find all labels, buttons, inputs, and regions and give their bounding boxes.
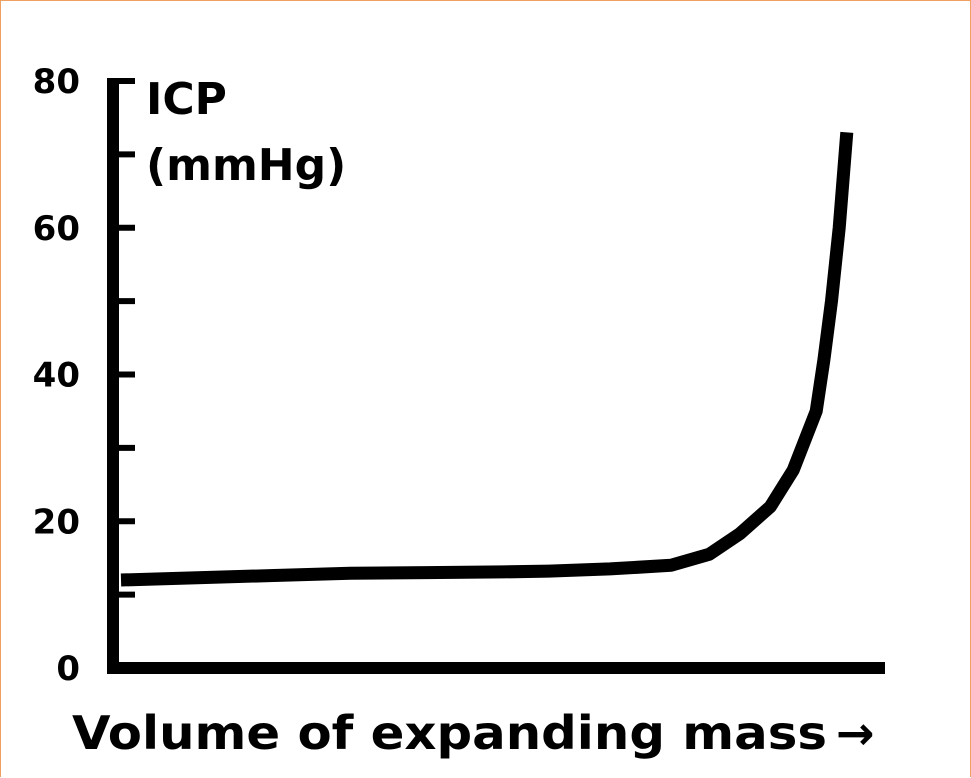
y-ticks [113,78,135,598]
y-tick-label: 20 [33,502,80,542]
y-tick-label: 80 [33,62,80,102]
y-tick-label: 40 [33,356,80,396]
x-axis-label: Volume of expanding mass [72,706,827,760]
y-tick-label: 60 [33,209,80,249]
x-axis-arrow: → [836,706,875,760]
y-tick-label: 0 [56,649,80,689]
y-axis-label-line1: ICP [146,74,227,125]
y-tick-labels: 0 20 40 60 80 [33,62,80,689]
series-line [120,131,854,587]
y-axis-label-line2: (mmHg) [146,140,346,191]
